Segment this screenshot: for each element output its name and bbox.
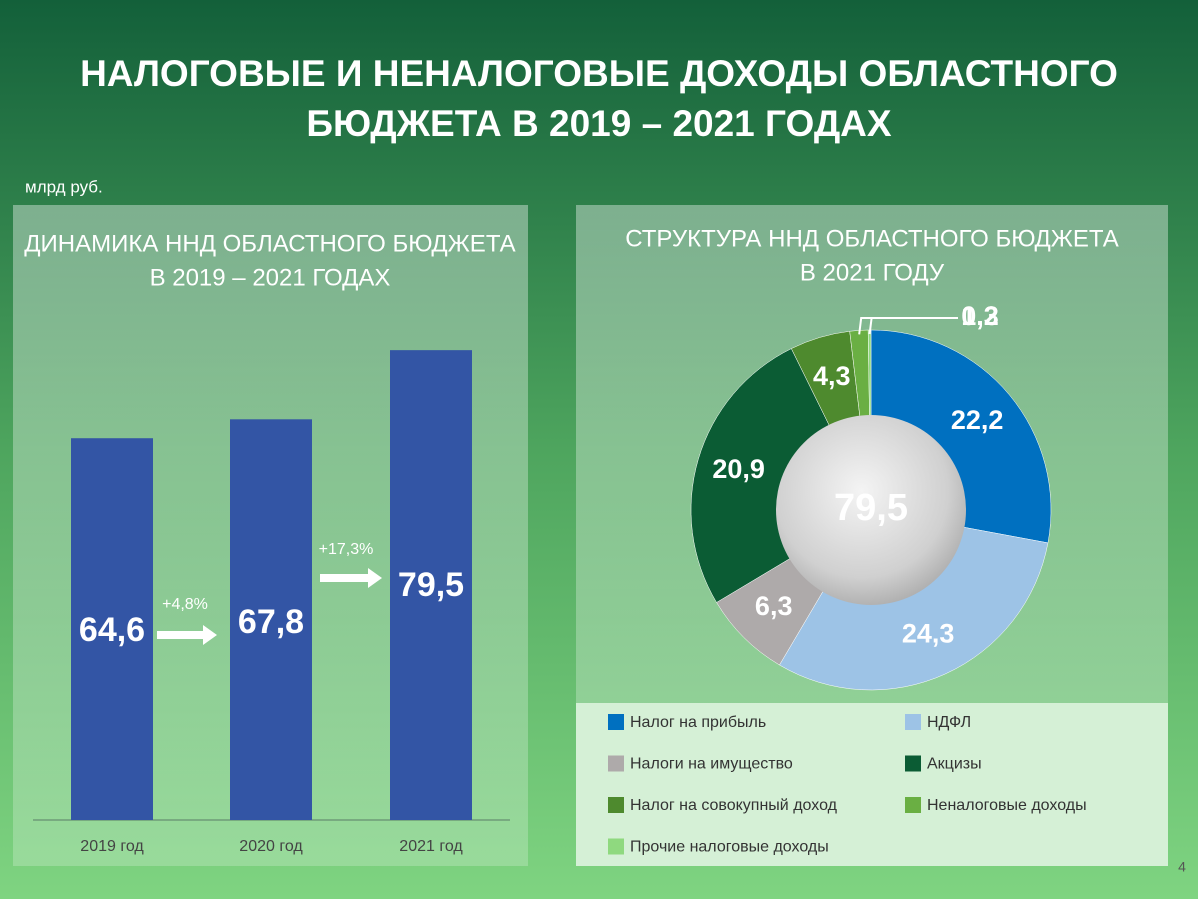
legend-label: Налог на совокупный доход [630, 797, 838, 814]
leader-line [868, 317, 958, 335]
legend-swatch [608, 755, 624, 772]
x-tick-label: 2019 год [80, 838, 144, 855]
title: БЮДЖЕТА В 2019 – 2021 ГОДАХ [306, 103, 891, 144]
chart-title: В 2021 ГОДУ [800, 259, 945, 286]
bar-label: 67,8 [238, 603, 304, 641]
slice-label: 0,2 [961, 301, 999, 331]
unit: млрд руб. [25, 177, 103, 196]
slice-label: 20,9 [712, 454, 765, 484]
legend-swatch [905, 797, 921, 813]
chart-title: ДИНАМИКА ННД ОБЛАСТНОГО БЮДЖЕТА [24, 230, 515, 257]
legend-swatch [608, 797, 624, 813]
legend-swatch [608, 838, 624, 855]
bar [71, 438, 153, 820]
bar [390, 350, 472, 820]
arrow [157, 625, 217, 645]
legend-label: Прочие налоговые доходы [630, 839, 829, 856]
slice-label: 4,3 [813, 361, 851, 391]
total-label: 79,5 [834, 487, 908, 529]
bar-label: 64,6 [79, 611, 145, 649]
bar-label: 79,5 [398, 566, 464, 604]
legend-swatch [608, 714, 624, 730]
pie-slice [690, 348, 872, 603]
legend-label: Налоги на имущество [630, 756, 793, 773]
arrow [320, 568, 382, 588]
legend-label: Акцизы [927, 756, 982, 773]
page-number: 4 [1178, 859, 1186, 875]
growth-label: +4,8% [162, 596, 208, 613]
legend-box [576, 703, 1168, 866]
slice-label: 24,3 [902, 619, 955, 649]
slice-label: 22,2 [951, 405, 1004, 435]
chart-title: В 2019 – 2021 ГОДАХ [150, 264, 391, 291]
x-tick-label: 2020 год [239, 838, 303, 855]
donut-hole [776, 415, 966, 605]
legend-swatch [905, 755, 921, 772]
x-tick-label: 2021 год [399, 838, 463, 855]
growth-label: +17,3% [319, 541, 374, 558]
slice-label: 1,3 [961, 301, 999, 331]
legend-swatch [905, 714, 921, 730]
legend-label: Неналоговые доходы [927, 797, 1087, 814]
charts: ДИНАМИКА ННД ОБЛАСТНОГО БЮДЖЕТА В 2019 – … [24, 225, 1118, 855]
legend-label: Налог на прибыль [630, 714, 766, 731]
slice-label: 6,3 [755, 591, 793, 621]
legend-label: НДФЛ [927, 714, 971, 731]
chart-title: СТРУКТУРА ННД ОБЛАСТНОГО БЮДЖЕТА [625, 225, 1119, 252]
bar [230, 419, 312, 820]
title: НАЛОГОВЫЕ И НЕНАЛОГОВЫЕ ДОХОДЫ ОБЛАСТНОГ… [80, 53, 1118, 94]
